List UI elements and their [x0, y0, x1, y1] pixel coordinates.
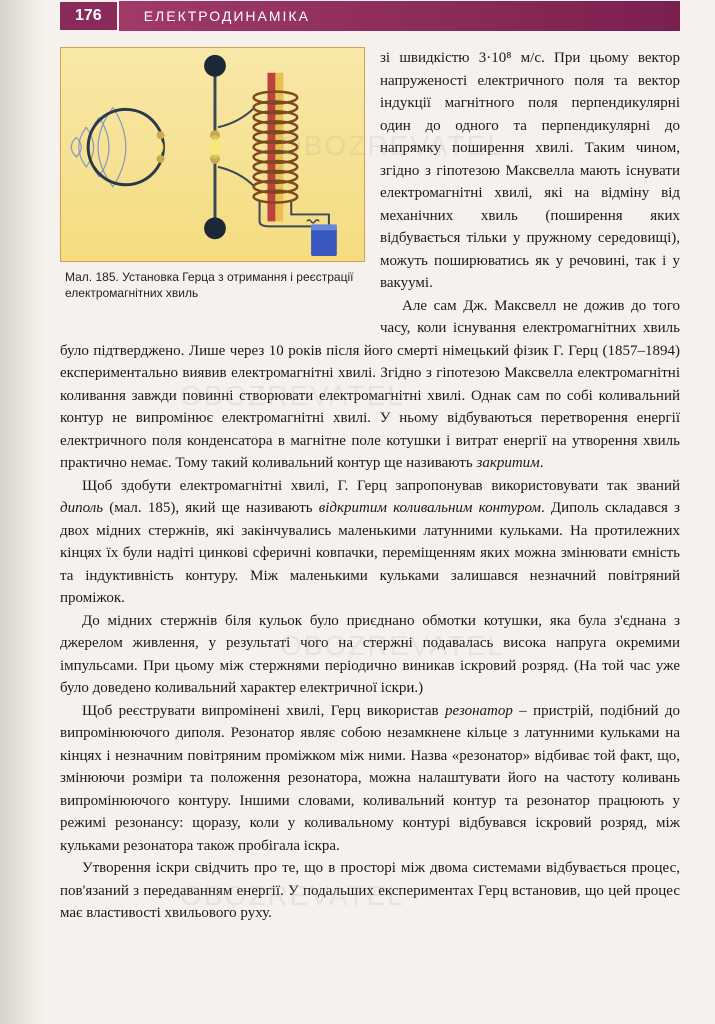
p3-text2: (мал. 185), який ще називають — [103, 500, 319, 516]
p3-text1: Щоб здобути електромагнітні хвилі, Г. Ге… — [82, 478, 680, 494]
content-area: Мал. 185. Установка Герца з отримання і … — [60, 47, 680, 925]
paragraph-4: До мідних стержнів біля кульок було приє… — [60, 610, 680, 700]
p5-text2: – пристрій, подібний до випромінюючого д… — [60, 703, 680, 854]
section-title: ЕЛЕКТРОДИНАМІКА — [119, 1, 680, 31]
p2-end: . — [540, 455, 544, 471]
p5-italic: резонатор — [445, 703, 513, 719]
p5-text1: Щоб реєструвати випромінені хвилі, Герц … — [82, 703, 445, 719]
p2-text: Але сам Дж. Максвелл не дожив до того ча… — [60, 298, 680, 472]
paragraph-3: Щоб здобути електромагнітні хвилі, Г. Ге… — [60, 475, 680, 610]
page-container: 176 ЕЛЕКТРОДИНАМІКА — [0, 0, 715, 1024]
hertz-apparatus-figure — [60, 47, 365, 262]
apparatus-diagram — [61, 48, 364, 261]
paragraph-5: Щоб реєструвати випромінені хвилі, Герц … — [60, 700, 680, 858]
p2-italic: закритим — [476, 455, 539, 471]
figure-container: Мал. 185. Установка Герца з отримання і … — [60, 47, 365, 317]
paragraph-6: Утворення іскри свідчить про те, що в пр… — [60, 857, 680, 925]
figure-caption: Мал. 185. Установка Герца з отримання і … — [60, 270, 365, 301]
page-header: 176 ЕЛЕКТРОДИНАМІКА — [60, 0, 680, 32]
p3-italic2: відкритим коливальним контуром — [319, 500, 541, 516]
page-number: 176 — [60, 2, 117, 30]
p3-italic1: диполь — [60, 500, 103, 516]
paragraph-2: Але сам Дж. Максвелл не дожив до того ча… — [60, 295, 680, 475]
